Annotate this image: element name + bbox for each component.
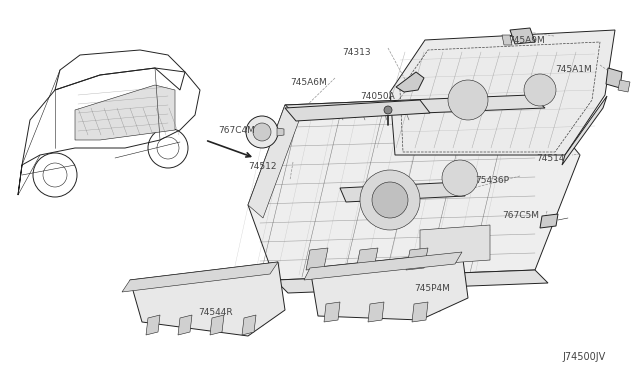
Text: 745A6M: 745A6M [290,78,327,87]
Polygon shape [275,270,548,293]
Circle shape [384,106,392,114]
Polygon shape [510,28,535,44]
Polygon shape [178,315,192,335]
Circle shape [372,182,408,218]
Polygon shape [324,302,340,322]
Polygon shape [242,315,256,335]
Polygon shape [304,252,462,280]
Polygon shape [306,248,328,270]
Text: 767C4M: 767C4M [218,126,255,135]
Polygon shape [248,95,580,280]
Circle shape [253,123,271,141]
Polygon shape [146,315,160,335]
Circle shape [246,116,278,148]
Text: 74514: 74514 [536,154,564,163]
Circle shape [442,160,478,196]
Polygon shape [606,68,622,88]
Polygon shape [540,214,558,228]
Polygon shape [618,80,630,92]
Polygon shape [75,85,175,140]
Polygon shape [390,30,615,155]
Polygon shape [277,128,284,136]
Polygon shape [502,35,512,45]
Circle shape [360,170,420,230]
Text: J74500JV: J74500JV [562,352,605,362]
Polygon shape [248,105,300,218]
Polygon shape [420,225,490,265]
Text: 75436P: 75436P [475,176,509,185]
Polygon shape [122,262,278,292]
Polygon shape [310,252,468,320]
Text: 74512: 74512 [248,162,276,171]
Text: 74313: 74313 [342,48,371,57]
Polygon shape [285,100,430,121]
Polygon shape [285,95,545,118]
Text: 745A1M: 745A1M [555,65,592,74]
Polygon shape [356,248,378,270]
Polygon shape [406,248,428,270]
Polygon shape [396,72,424,92]
Text: 74544R: 74544R [198,308,232,317]
Circle shape [448,80,488,120]
Text: 745A9M: 745A9M [508,36,545,45]
Text: 767C5M: 767C5M [502,211,539,220]
Polygon shape [340,182,465,202]
Text: 745P4M: 745P4M [414,284,450,293]
Polygon shape [368,302,384,322]
Polygon shape [210,315,224,335]
Polygon shape [130,262,285,336]
Polygon shape [412,302,428,322]
Circle shape [524,74,556,106]
Text: 74050A: 74050A [360,92,395,101]
Polygon shape [562,96,607,165]
